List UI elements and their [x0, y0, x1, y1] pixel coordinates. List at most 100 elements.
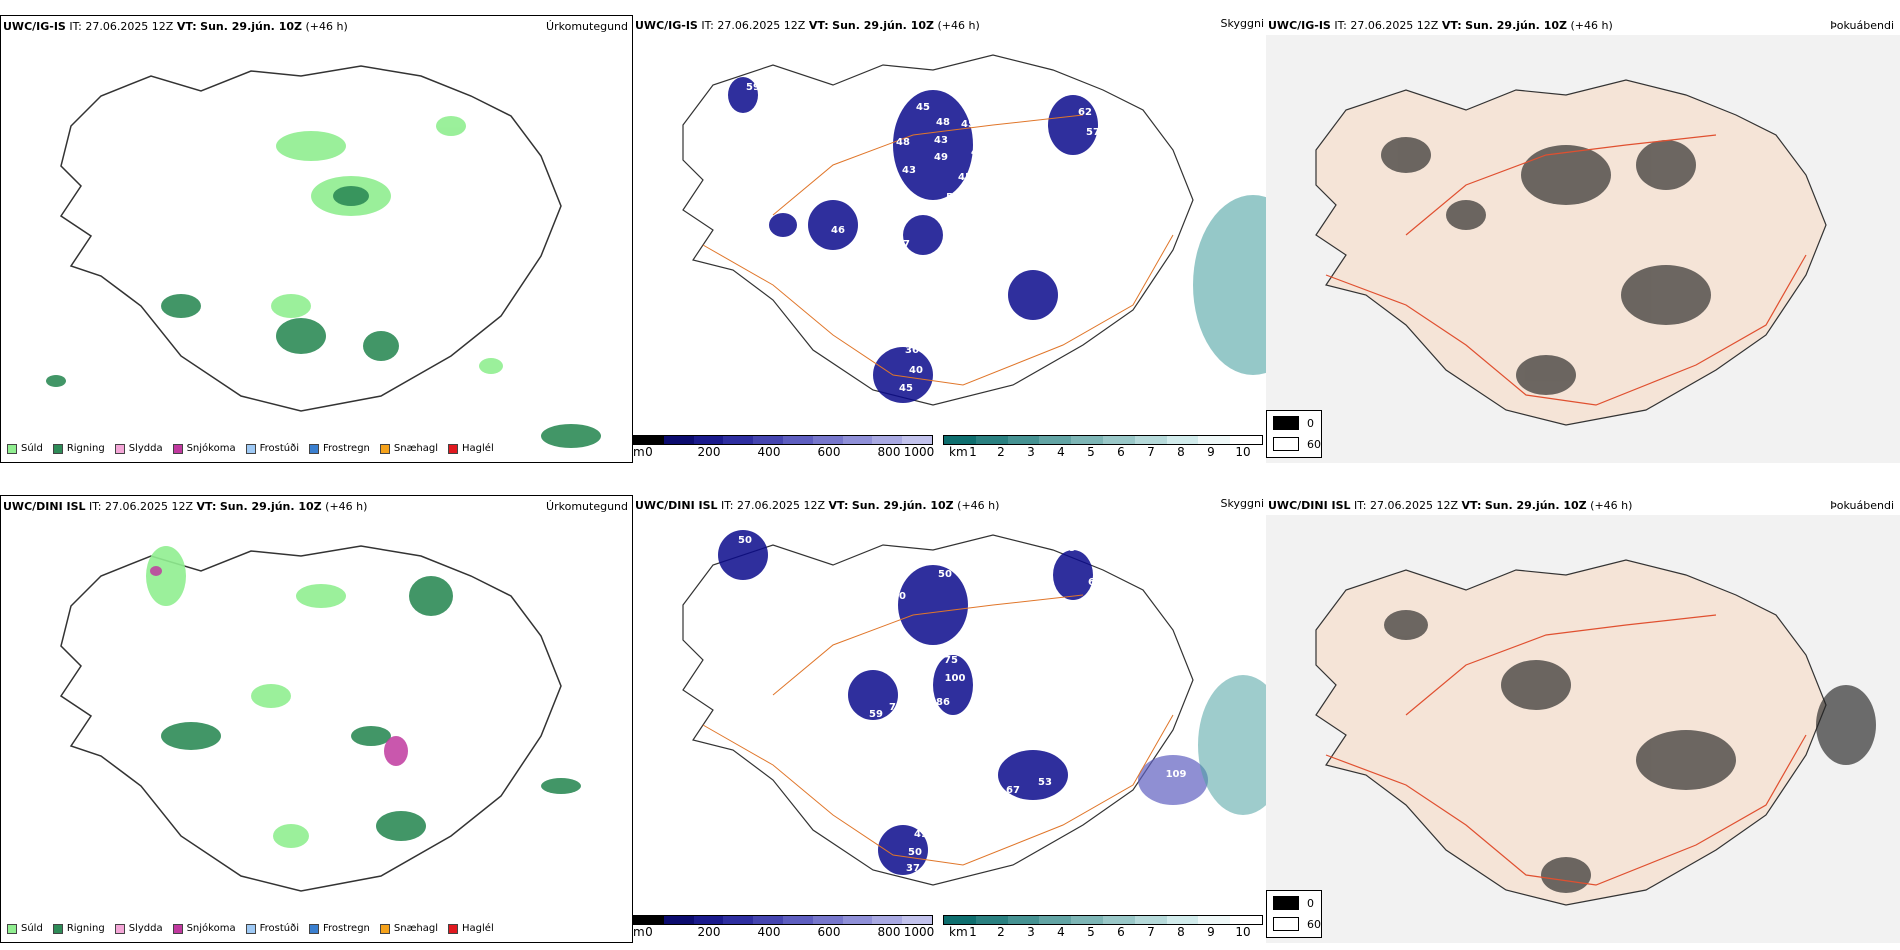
visibility-scale: km 1 2 3 4 5 6 7 8 9 10: [943, 915, 1263, 939]
iceland-outline: [59, 545, 562, 892]
roads: [702, 114, 1174, 386]
legend-item: Snjókoma: [172, 443, 236, 454]
map-value-label: 63: [736, 62, 750, 73]
legend-swatch: [448, 443, 459, 454]
map-value-label: 52: [889, 217, 903, 228]
legend-item: Súld: [7, 923, 43, 934]
map-value-label: 100: [945, 673, 966, 684]
legend-swatch: [7, 443, 17, 454]
map-value-label: 48: [971, 147, 985, 158]
map-value-label: 48: [852, 722, 866, 733]
iceland-outline: [682, 534, 1194, 886]
map-value-label: 77: [884, 647, 898, 658]
height-scale: m 0 200 400 600 800 1000: [633, 435, 934, 459]
map-value-label: 70: [1078, 292, 1092, 303]
iceland-outline: [1315, 79, 1827, 426]
map-value-label: 56: [1078, 773, 1092, 784]
map-value-label: 52: [899, 687, 913, 698]
map-value-label: 59: [869, 709, 883, 720]
map-value-label: 56: [1048, 207, 1062, 218]
legend-swatch: [52, 443, 63, 454]
legend-swatch: [172, 443, 183, 454]
legend-swatch: [309, 923, 319, 934]
legend-item: Frostúði: [245, 923, 299, 934]
map-value-label: 53: [1026, 553, 1040, 564]
panel-variable: Úrkomutegund: [546, 500, 628, 513]
map-value-label: 48: [896, 137, 910, 148]
panel-title: UWC/DINI ISL IT: 27.06.2025 12Z VT: Sun.…: [1268, 499, 1633, 512]
map-value-label: 45: [961, 119, 975, 130]
precip-map: [59, 545, 581, 892]
map-value-label: 36: [905, 345, 919, 356]
map-value-label: 50: [892, 591, 906, 602]
map-value-label: 90: [1069, 543, 1083, 554]
panel-title: UWC/IG-IS IT: 27.06.2025 12Z VT: Sun. 29…: [3, 20, 348, 33]
map-value-label: 45: [916, 102, 930, 113]
height-scale: m 0 200 400 600 800 1000: [633, 915, 934, 939]
map-value-label: 41: [930, 867, 944, 878]
legend-item: Rigning: [52, 923, 105, 934]
map-value-label: 47: [931, 352, 945, 363]
legend-item: Slydda: [114, 923, 163, 934]
map-value-label: 67: [1088, 577, 1102, 588]
precip-panel-top: UWC/IG-IS IT: 27.06.2025 12Z VT: Sun. 29…: [0, 15, 633, 463]
map-value-label: 67: [1006, 785, 1020, 796]
visibility-colorbar: [943, 435, 1263, 445]
iceland-outline: [59, 65, 562, 412]
visibility-scale: km 1 2 3 4 5 6 7 8 9 10: [943, 435, 1263, 459]
map-value-label: 53: [946, 192, 960, 203]
map-value-label: 57: [896, 239, 910, 250]
map-value-label: 40: [909, 365, 923, 376]
panel-variable: Þokuábendi: [1830, 19, 1894, 32]
precip-legend: Súld Rigning Slydda Snjókoma Frostúði Fr…: [7, 443, 494, 454]
map-value-label: 62: [951, 229, 965, 240]
map-value-label: 86: [936, 697, 950, 708]
map-value-label: 47: [1026, 97, 1040, 108]
map-value-label: 45: [958, 172, 972, 183]
map-value-label: 62: [1078, 107, 1092, 118]
legend-swatch: [172, 923, 183, 934]
legend-swatch: [245, 923, 256, 934]
map-value-label: 51: [986, 157, 1000, 168]
fog-panel-top: UWC/IG-IS IT: 27.06.2025 12Z VT: Sun. 29…: [1266, 15, 1900, 463]
legend-swatch: [52, 923, 63, 934]
legend-swatch: [309, 443, 319, 454]
legend-item: Súld: [7, 443, 43, 454]
legend-swatch-light: [1273, 917, 1299, 931]
panel-variable: Úrkomutegund: [546, 20, 628, 33]
visibility-colorbar: [943, 915, 1263, 925]
panel-title: UWC/DINI ISL IT: 27.06.2025 12Z VT: Sun.…: [635, 499, 1000, 512]
fog-map: [1266, 515, 1900, 943]
legend-item: Haglél: [448, 923, 494, 934]
map-value-label: 109: [1166, 769, 1187, 780]
map-value-label: 49: [934, 152, 948, 163]
visibility-map: 50 50 46 52 55 90 53 50 50 67 77 75 100 …: [682, 530, 1266, 886]
map-value-label: 44: [966, 189, 980, 200]
map-value-label: 45: [899, 383, 913, 394]
map-value-label: 53: [1038, 777, 1052, 788]
map-value-label: 50: [908, 847, 922, 858]
panel-title: UWC/IG-IS IT: 27.06.2025 12Z VT: Sun. 29…: [1268, 19, 1613, 32]
legend-item: Frostregn: [309, 923, 370, 934]
precip-panel-bottom: UWC/DINI ISL IT: 27.06.2025 12Z VT: Sun.…: [0, 495, 633, 943]
height-colorbar: [633, 435, 933, 445]
legend-item: Rigning: [52, 443, 105, 454]
legend-swatch: [114, 923, 125, 934]
legend-item: Slydda: [114, 443, 163, 454]
legend-swatch-dark: [1273, 416, 1299, 430]
map-value-label: 52: [970, 547, 984, 558]
fog-panel-bottom: UWC/DINI ISL IT: 27.06.2025 12Z VT: Sun.…: [1266, 495, 1900, 943]
map-value-label: 59: [746, 82, 760, 93]
fog-legend: 0 60: [1266, 890, 1322, 938]
iceland-outline: [1315, 559, 1827, 906]
fog-map: [1266, 35, 1900, 463]
map-value-label: 43: [934, 135, 948, 146]
precip-legend: Súld Rigning Slydda Snjókoma Frostúði Fr…: [7, 923, 494, 934]
map-value-label: 42: [929, 387, 943, 398]
map-value-label: 50: [938, 569, 952, 580]
panel-title: UWC/DINI ISL IT: 27.06.2025 12Z VT: Sun.…: [3, 500, 368, 513]
legend-item: Snjókoma: [172, 923, 236, 934]
legend-swatch: [7, 923, 17, 934]
map-value-label: 46: [831, 225, 845, 236]
legend-swatch-light: [1273, 437, 1299, 451]
